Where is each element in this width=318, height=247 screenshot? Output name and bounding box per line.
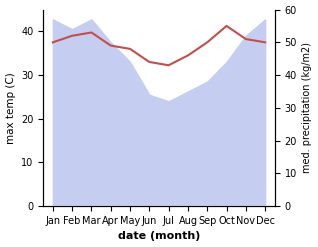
Y-axis label: med. precipitation (kg/m2): med. precipitation (kg/m2) xyxy=(302,42,313,173)
X-axis label: date (month): date (month) xyxy=(118,231,200,242)
Y-axis label: max temp (C): max temp (C) xyxy=(5,72,16,144)
